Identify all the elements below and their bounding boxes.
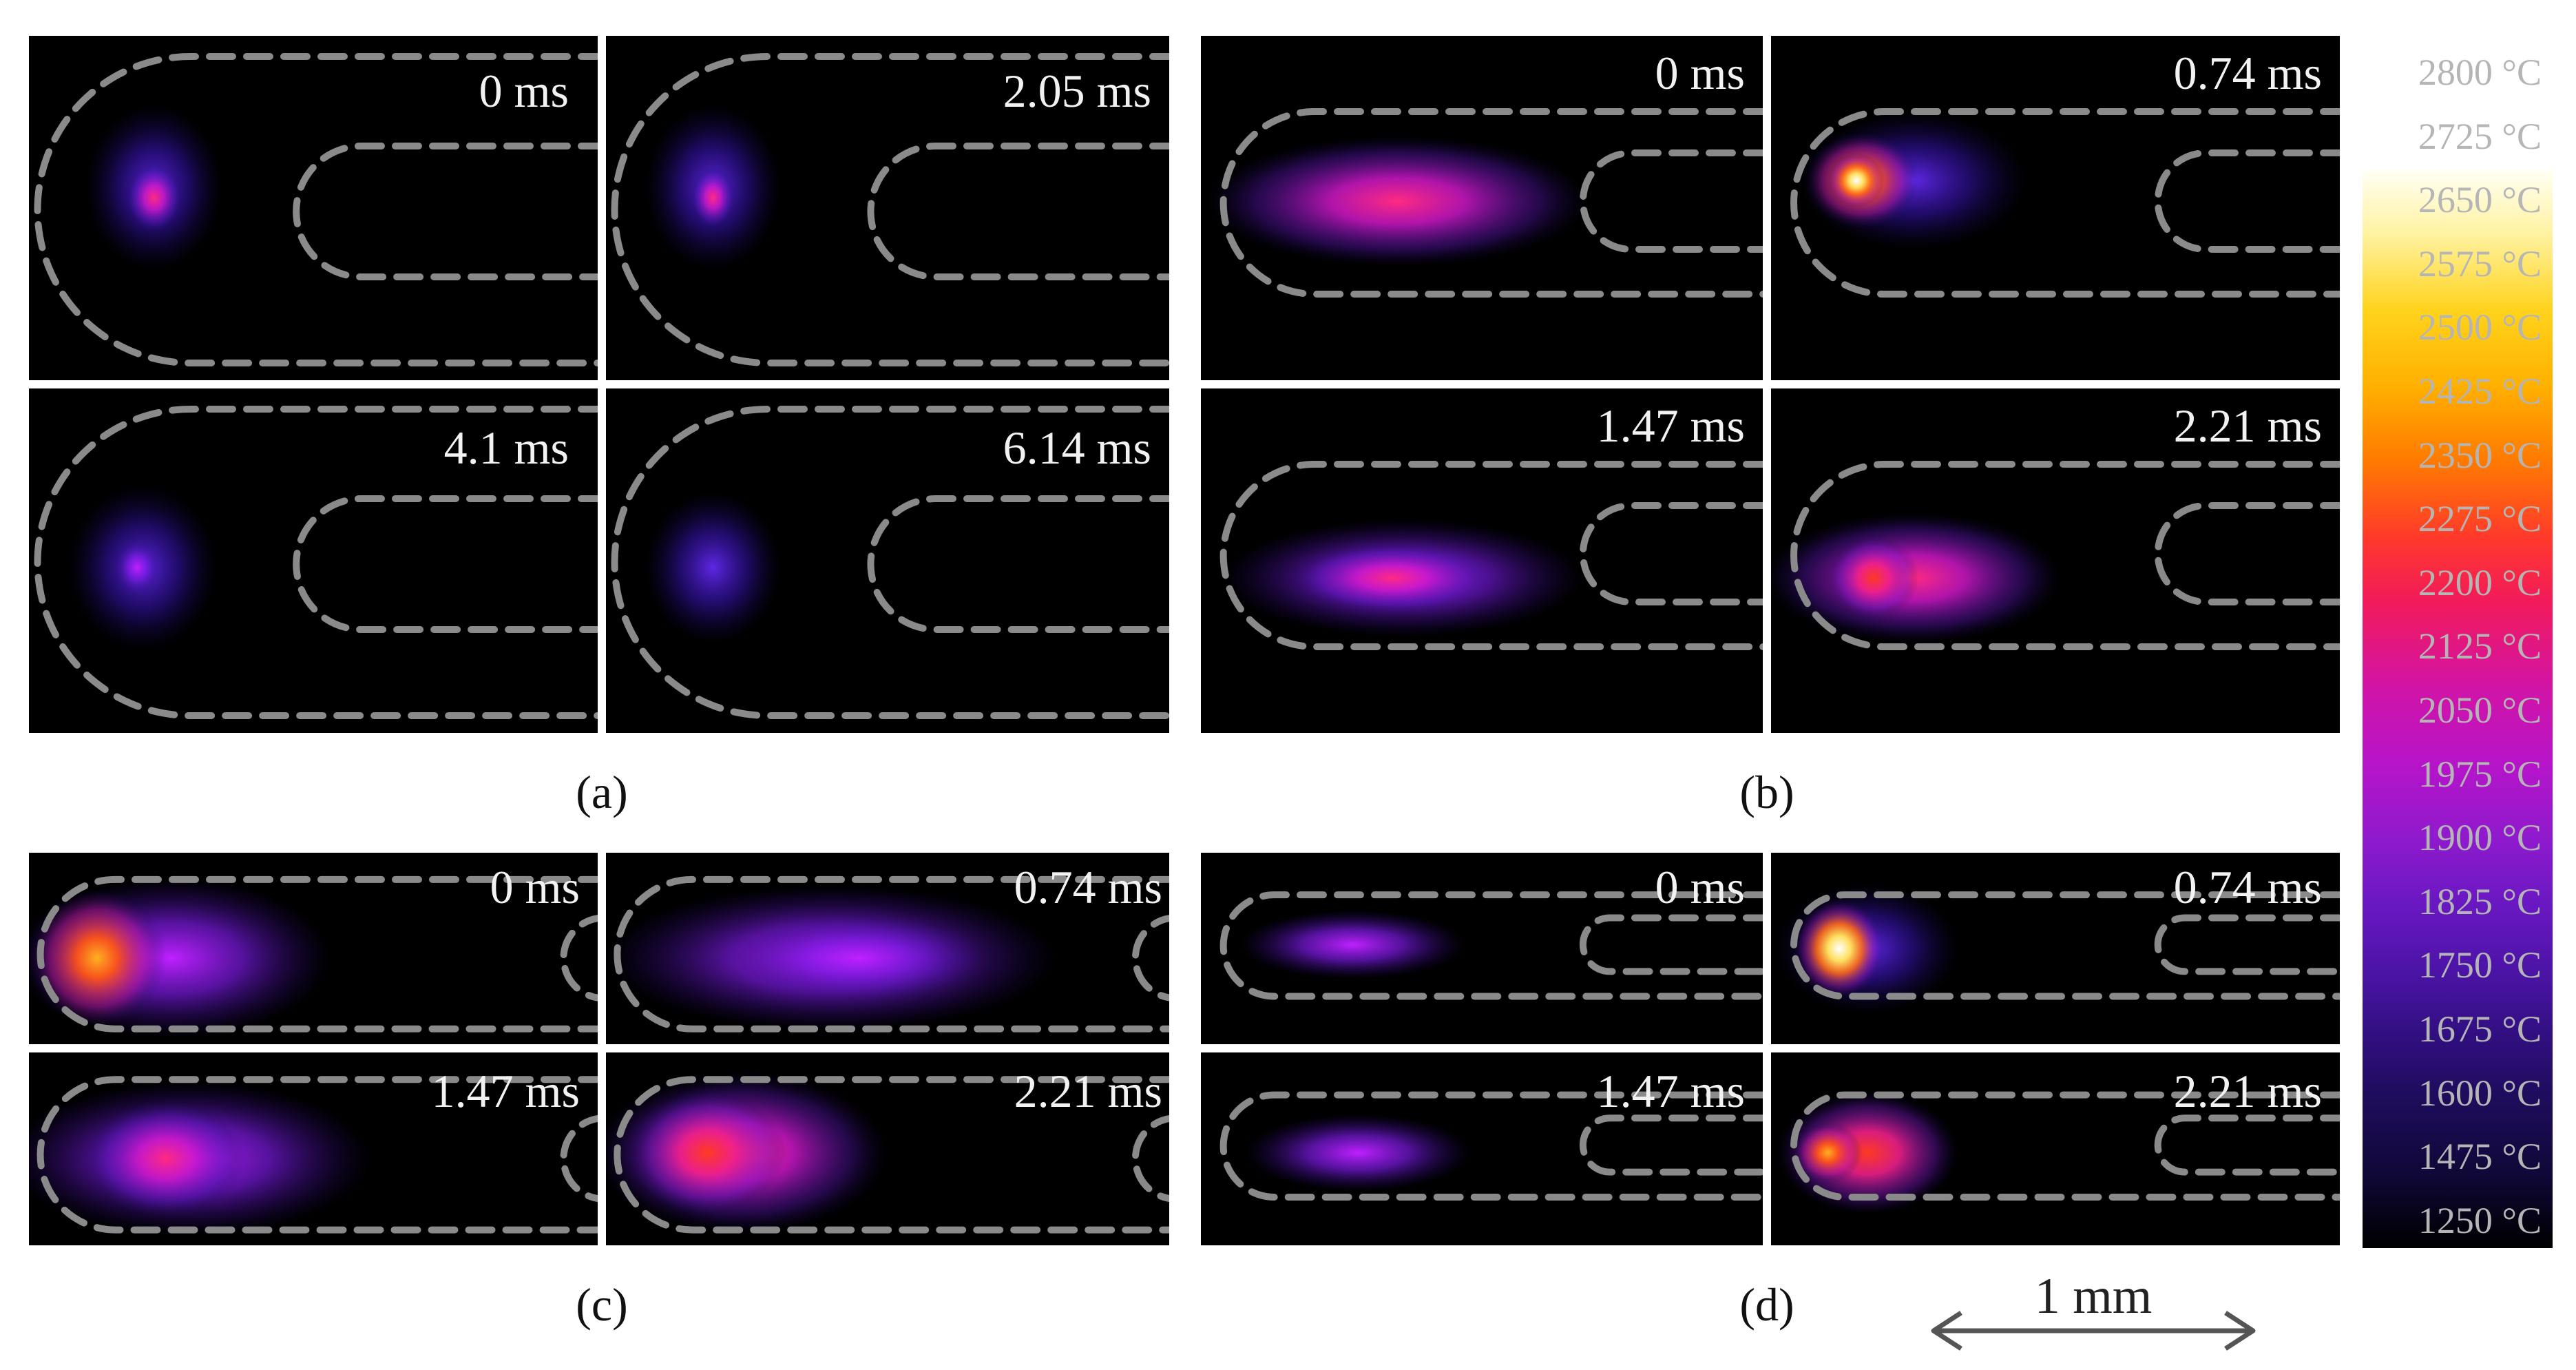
caption-b: (b) bbox=[1739, 766, 1794, 818]
thermal-image bbox=[1777, 1091, 2340, 1215]
heat-glow bbox=[125, 163, 183, 232]
time-label: 6.14 ms bbox=[1003, 422, 1151, 474]
caption-d: (d) bbox=[1739, 1278, 1794, 1331]
thermal-image bbox=[34, 406, 598, 719]
frame-d-2: 1.47 ms bbox=[1201, 1052, 1763, 1245]
scale-bar: 1 mm bbox=[1921, 1267, 2265, 1364]
time-label: 0 ms bbox=[490, 861, 580, 913]
heat-glow bbox=[1828, 153, 1885, 208]
frame-a-2: 4.1 ms bbox=[29, 388, 598, 733]
heat-glow bbox=[735, 915, 984, 1001]
thermal-image bbox=[34, 53, 598, 366]
thermal-image bbox=[606, 875, 1169, 1032]
colorbar-tick-label: 1675 °C bbox=[2418, 1008, 2542, 1050]
colorbar-tick-label: 2650 °C bbox=[2418, 179, 2542, 221]
colorbar-tick-label: 2200 °C bbox=[2418, 561, 2542, 603]
frame-a-0: 0 ms bbox=[29, 36, 598, 380]
time-label: 2.05 ms bbox=[1003, 65, 1151, 117]
heat-glow bbox=[1240, 910, 1465, 979]
time-label: 0 ms bbox=[1655, 47, 1745, 99]
colorbar-tick-label: 2575 °C bbox=[2418, 242, 2542, 284]
thermal-image bbox=[1206, 108, 1763, 298]
thermal-image bbox=[606, 1072, 1169, 1234]
time-label: 2.21 ms bbox=[2173, 1065, 2322, 1117]
time-label: 0.74 ms bbox=[2173, 47, 2322, 99]
frame-d-0: 0 ms bbox=[1201, 853, 1763, 1044]
time-label: 0.74 ms bbox=[2173, 861, 2322, 913]
frame-a-3: 6.14 ms bbox=[606, 388, 1169, 733]
frame-c-1: 0.74 ms bbox=[606, 853, 1169, 1044]
thermal-image bbox=[1777, 883, 2340, 1014]
caption-c: (c) bbox=[576, 1278, 628, 1331]
double-arrow-icon bbox=[1931, 1311, 2256, 1351]
frame-c-0: 0 ms bbox=[29, 853, 598, 1044]
heat-glow bbox=[114, 540, 160, 595]
colorbar-tick-label: 2425 °C bbox=[2418, 371, 2542, 412]
heat-glow bbox=[1794, 898, 1885, 999]
colorbar-tick-label: 1750 °C bbox=[2418, 944, 2542, 986]
colorbar-tick-label: 2125 °C bbox=[2418, 625, 2542, 667]
thermal-image bbox=[1219, 461, 1763, 650]
time-label: 0 ms bbox=[479, 65, 569, 117]
thermal-image bbox=[1219, 891, 1763, 1000]
frame-d-3: 2.21 ms bbox=[1771, 1052, 2340, 1245]
colorbar-tick-label: 2275 °C bbox=[2418, 498, 2542, 540]
frame-d-1: 0.74 ms bbox=[1771, 853, 2340, 1044]
frame-c-2: 1.47 ms bbox=[29, 1052, 598, 1245]
time-label: 0.74 ms bbox=[1014, 861, 1162, 913]
frame-b-3: 2.21 ms bbox=[1771, 388, 2340, 733]
heat-glow bbox=[1290, 543, 1494, 612]
frame-b-1: 0.74 ms bbox=[1771, 36, 2340, 380]
time-label: 0 ms bbox=[1655, 861, 1745, 913]
time-label: 2.21 ms bbox=[1014, 1065, 1162, 1117]
thermal-image bbox=[29, 875, 598, 1039]
heat-glow bbox=[1246, 1114, 1471, 1192]
colorbar-tick-label: 2725 °C bbox=[2418, 115, 2542, 157]
colorbar-tick-label: 2800 °C bbox=[2418, 52, 2542, 93]
time-label: 2.21 ms bbox=[2173, 399, 2322, 452]
heat-glow bbox=[1794, 1121, 1863, 1184]
heat-glow bbox=[1206, 136, 1589, 267]
colorbar-tick-label: 1900 °C bbox=[2418, 817, 2542, 859]
colorbar-tick-label: 2500 °C bbox=[2418, 307, 2542, 349]
time-label: 4.1 ms bbox=[443, 422, 569, 474]
heat-glow bbox=[628, 1091, 786, 1215]
colorbar-tick-label: 1250 °C bbox=[2418, 1199, 2542, 1241]
thermal-image bbox=[29, 1076, 598, 1236]
heat-glow bbox=[1777, 1091, 1959, 1215]
thermal-image bbox=[611, 406, 1169, 719]
temperature-colorbar: 2800 °C 2725 °C 2650 °C 2575 °C 2500 °C 2425 … bbox=[2363, 36, 2553, 1248]
colorbar-tick-label: 1825 °C bbox=[2418, 880, 2542, 922]
colorbar-tick-label: 2350 °C bbox=[2418, 434, 2542, 476]
heat-glow bbox=[690, 167, 736, 229]
colorbar-tick-label: 2050 °C bbox=[2418, 689, 2542, 731]
frame-a-1: 2.05 ms bbox=[606, 36, 1169, 380]
thermal-image bbox=[1790, 108, 2340, 298]
time-label: 1.47 ms bbox=[1596, 399, 1745, 452]
heat-glow bbox=[645, 492, 781, 643]
thermal-image bbox=[1219, 1091, 1763, 1201]
thermal-image bbox=[1771, 461, 2340, 650]
heat-glow bbox=[85, 1101, 245, 1216]
frame-b-0: 0 ms bbox=[1201, 36, 1763, 380]
scale-bar-label: 1 mm bbox=[2034, 1268, 2153, 1325]
frame-c-3: 2.21 ms bbox=[606, 1052, 1169, 1245]
colorbar-tick-label: 1600 °C bbox=[2418, 1072, 2542, 1114]
colorbar-tick-label: 1475 °C bbox=[2418, 1136, 2542, 1178]
colorbar-tick-label: 1975 °C bbox=[2418, 753, 2542, 795]
heat-glow bbox=[1828, 537, 1919, 619]
heat-glow bbox=[29, 889, 166, 1027]
time-label: 1.47 ms bbox=[431, 1065, 580, 1117]
thermal-image bbox=[611, 53, 1169, 366]
caption-a: (a) bbox=[576, 766, 628, 818]
colorbar-gradient bbox=[2363, 170, 2553, 1248]
time-label: 1.47 ms bbox=[1596, 1065, 1745, 1117]
frame-b-2: 1.47 ms bbox=[1201, 388, 1763, 733]
